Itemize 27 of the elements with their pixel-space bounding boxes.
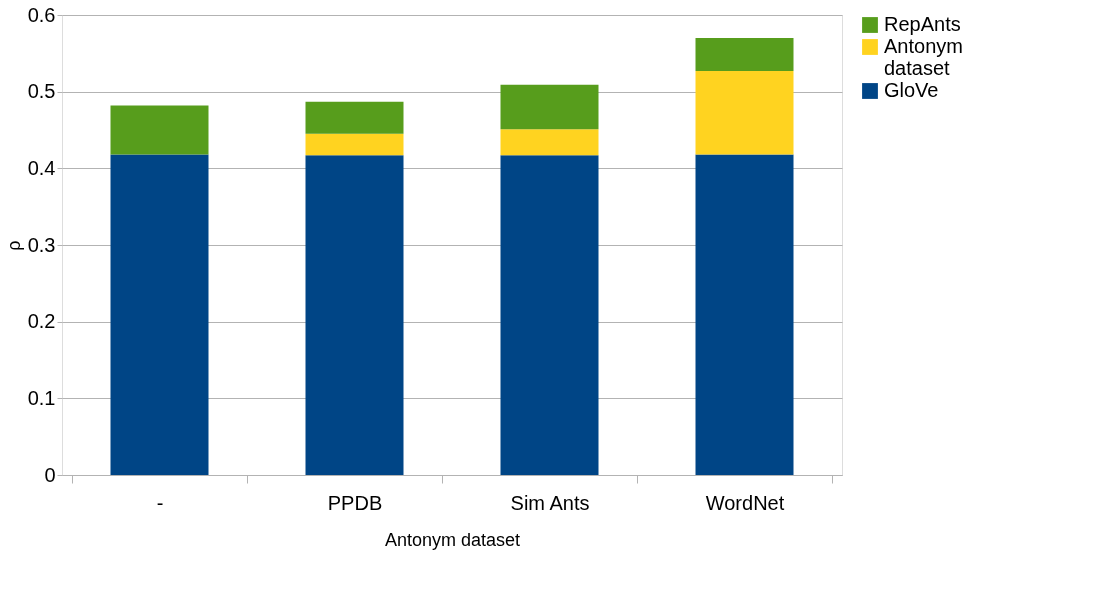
y-tick-label: 0.5: [27, 80, 56, 103]
x-tick-label: WordNet: [705, 491, 785, 514]
bar: [695, 154, 794, 475]
bar: [500, 84, 599, 130]
y-tick-label: 0.1: [27, 386, 56, 409]
bar: [500, 155, 599, 475]
y-tick-label: 0.6: [27, 3, 56, 26]
x-tick-label: -: [156, 491, 164, 514]
legend-label: GloVe: [884, 79, 939, 101]
bar: [500, 129, 599, 156]
bar: [695, 38, 794, 71]
bar: [695, 70, 794, 155]
bar: [110, 154, 209, 475]
y-tick-label: 0.4: [27, 156, 56, 179]
x-axis-title: Antonym dataset: [384, 529, 521, 550]
y-tick-label: 0: [44, 463, 56, 486]
x-tick-label: Sim Ants: [510, 491, 590, 514]
y-axis-title: ρ: [3, 240, 24, 251]
bar: [305, 155, 404, 475]
x-tick-label: PPDB: [327, 491, 383, 514]
bar: [305, 101, 404, 134]
y-tick-label: 0.3: [27, 233, 56, 256]
bar: [305, 133, 404, 156]
legend-label: RepAnts: [884, 13, 961, 35]
legend-label: Antonym dataset: [884, 35, 963, 79]
bar: [110, 105, 209, 155]
y-tick-label: 0.2: [27, 310, 56, 333]
